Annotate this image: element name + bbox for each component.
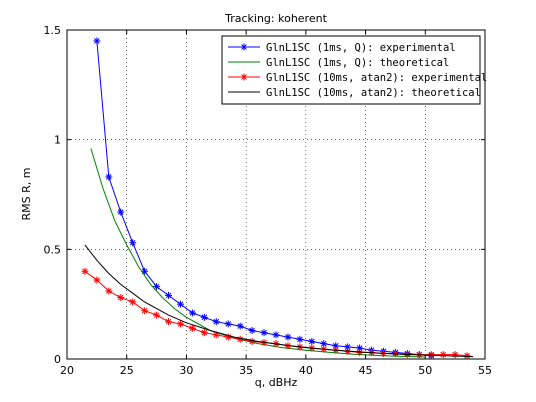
star-marker xyxy=(260,329,268,337)
star-marker xyxy=(117,294,125,302)
star-marker xyxy=(188,309,196,317)
star-marker xyxy=(236,322,244,330)
x-axis-label: q, dBHz xyxy=(255,376,298,389)
y-tick-label: 1.5 xyxy=(44,24,62,37)
x-tick-label: 25 xyxy=(120,364,134,377)
star-marker xyxy=(240,73,248,81)
x-tick-label: 35 xyxy=(239,364,253,377)
legend-item: GlnL1SC (1ms, Q): experimental xyxy=(228,42,456,54)
axis-ticks: 20 25 30 35 40 45 50 55 0 0.5 1 1.5 xyxy=(44,24,493,377)
star-marker xyxy=(141,307,149,315)
star-marker xyxy=(93,276,101,284)
star-marker xyxy=(240,43,248,51)
legend-label: GlnL1SC (10ms, atan2): experimental xyxy=(266,72,487,84)
star-marker xyxy=(188,324,196,332)
legend-label: GlnL1SC (10ms, atan2): theoretical xyxy=(266,87,481,99)
star-marker xyxy=(284,333,292,341)
x-tick-label: 55 xyxy=(478,364,492,377)
star-marker xyxy=(129,239,137,247)
star-marker xyxy=(356,348,364,356)
star-marker xyxy=(212,318,220,326)
chart-title: Tracking: koherent xyxy=(224,12,327,25)
star-marker xyxy=(200,313,208,321)
x-tick-label: 50 xyxy=(418,364,432,377)
star-marker xyxy=(200,329,208,337)
series-line xyxy=(84,244,474,358)
plot-frame xyxy=(66,29,486,360)
y-tick-label: 0 xyxy=(54,353,61,366)
star-marker xyxy=(93,37,101,45)
star-marker xyxy=(165,318,173,326)
x-tick-label: 30 xyxy=(179,364,193,377)
x-tick-label: 20 xyxy=(60,364,74,377)
star-marker xyxy=(296,335,304,343)
legend-box xyxy=(221,35,481,105)
star-marker xyxy=(272,331,280,339)
star-marker xyxy=(463,352,471,360)
legend-item: GlnL1SC (10ms, atan2): experimental xyxy=(228,72,487,84)
star-marker xyxy=(105,173,113,181)
star-marker xyxy=(105,287,113,295)
x-tick-label: 40 xyxy=(299,364,313,377)
star-marker xyxy=(153,311,161,319)
star-marker xyxy=(176,300,184,308)
star-marker xyxy=(224,320,232,328)
star-marker xyxy=(427,351,435,359)
grid-lines xyxy=(67,30,485,359)
legend-label: GlnL1SC (1ms, Q): experimental xyxy=(266,42,456,54)
y-tick-label: 1 xyxy=(54,134,61,147)
y-axis-label: RMS R, m xyxy=(20,168,33,221)
star-marker xyxy=(129,298,137,306)
legend-label: GlnL1SC (1ms, Q): theoretical xyxy=(266,57,449,69)
star-marker xyxy=(165,291,173,299)
star-marker xyxy=(176,320,184,328)
star-marker xyxy=(153,283,161,291)
legend: GlnL1SC (1ms, Q): experimental GlnL1SC (1… xyxy=(221,35,487,105)
legend-item: GlnL1SC (1ms, Q): theoretical xyxy=(228,57,449,69)
series-4 xyxy=(84,244,474,358)
legend-item: GlnL1SC (10ms, atan2): theoretical xyxy=(228,87,481,99)
star-marker xyxy=(308,337,316,345)
x-tick-label: 45 xyxy=(359,364,373,377)
star-marker xyxy=(81,267,89,275)
series-layer xyxy=(81,37,474,360)
y-tick-label: 0.5 xyxy=(44,243,62,256)
star-marker xyxy=(248,326,256,334)
star-marker xyxy=(117,208,125,216)
